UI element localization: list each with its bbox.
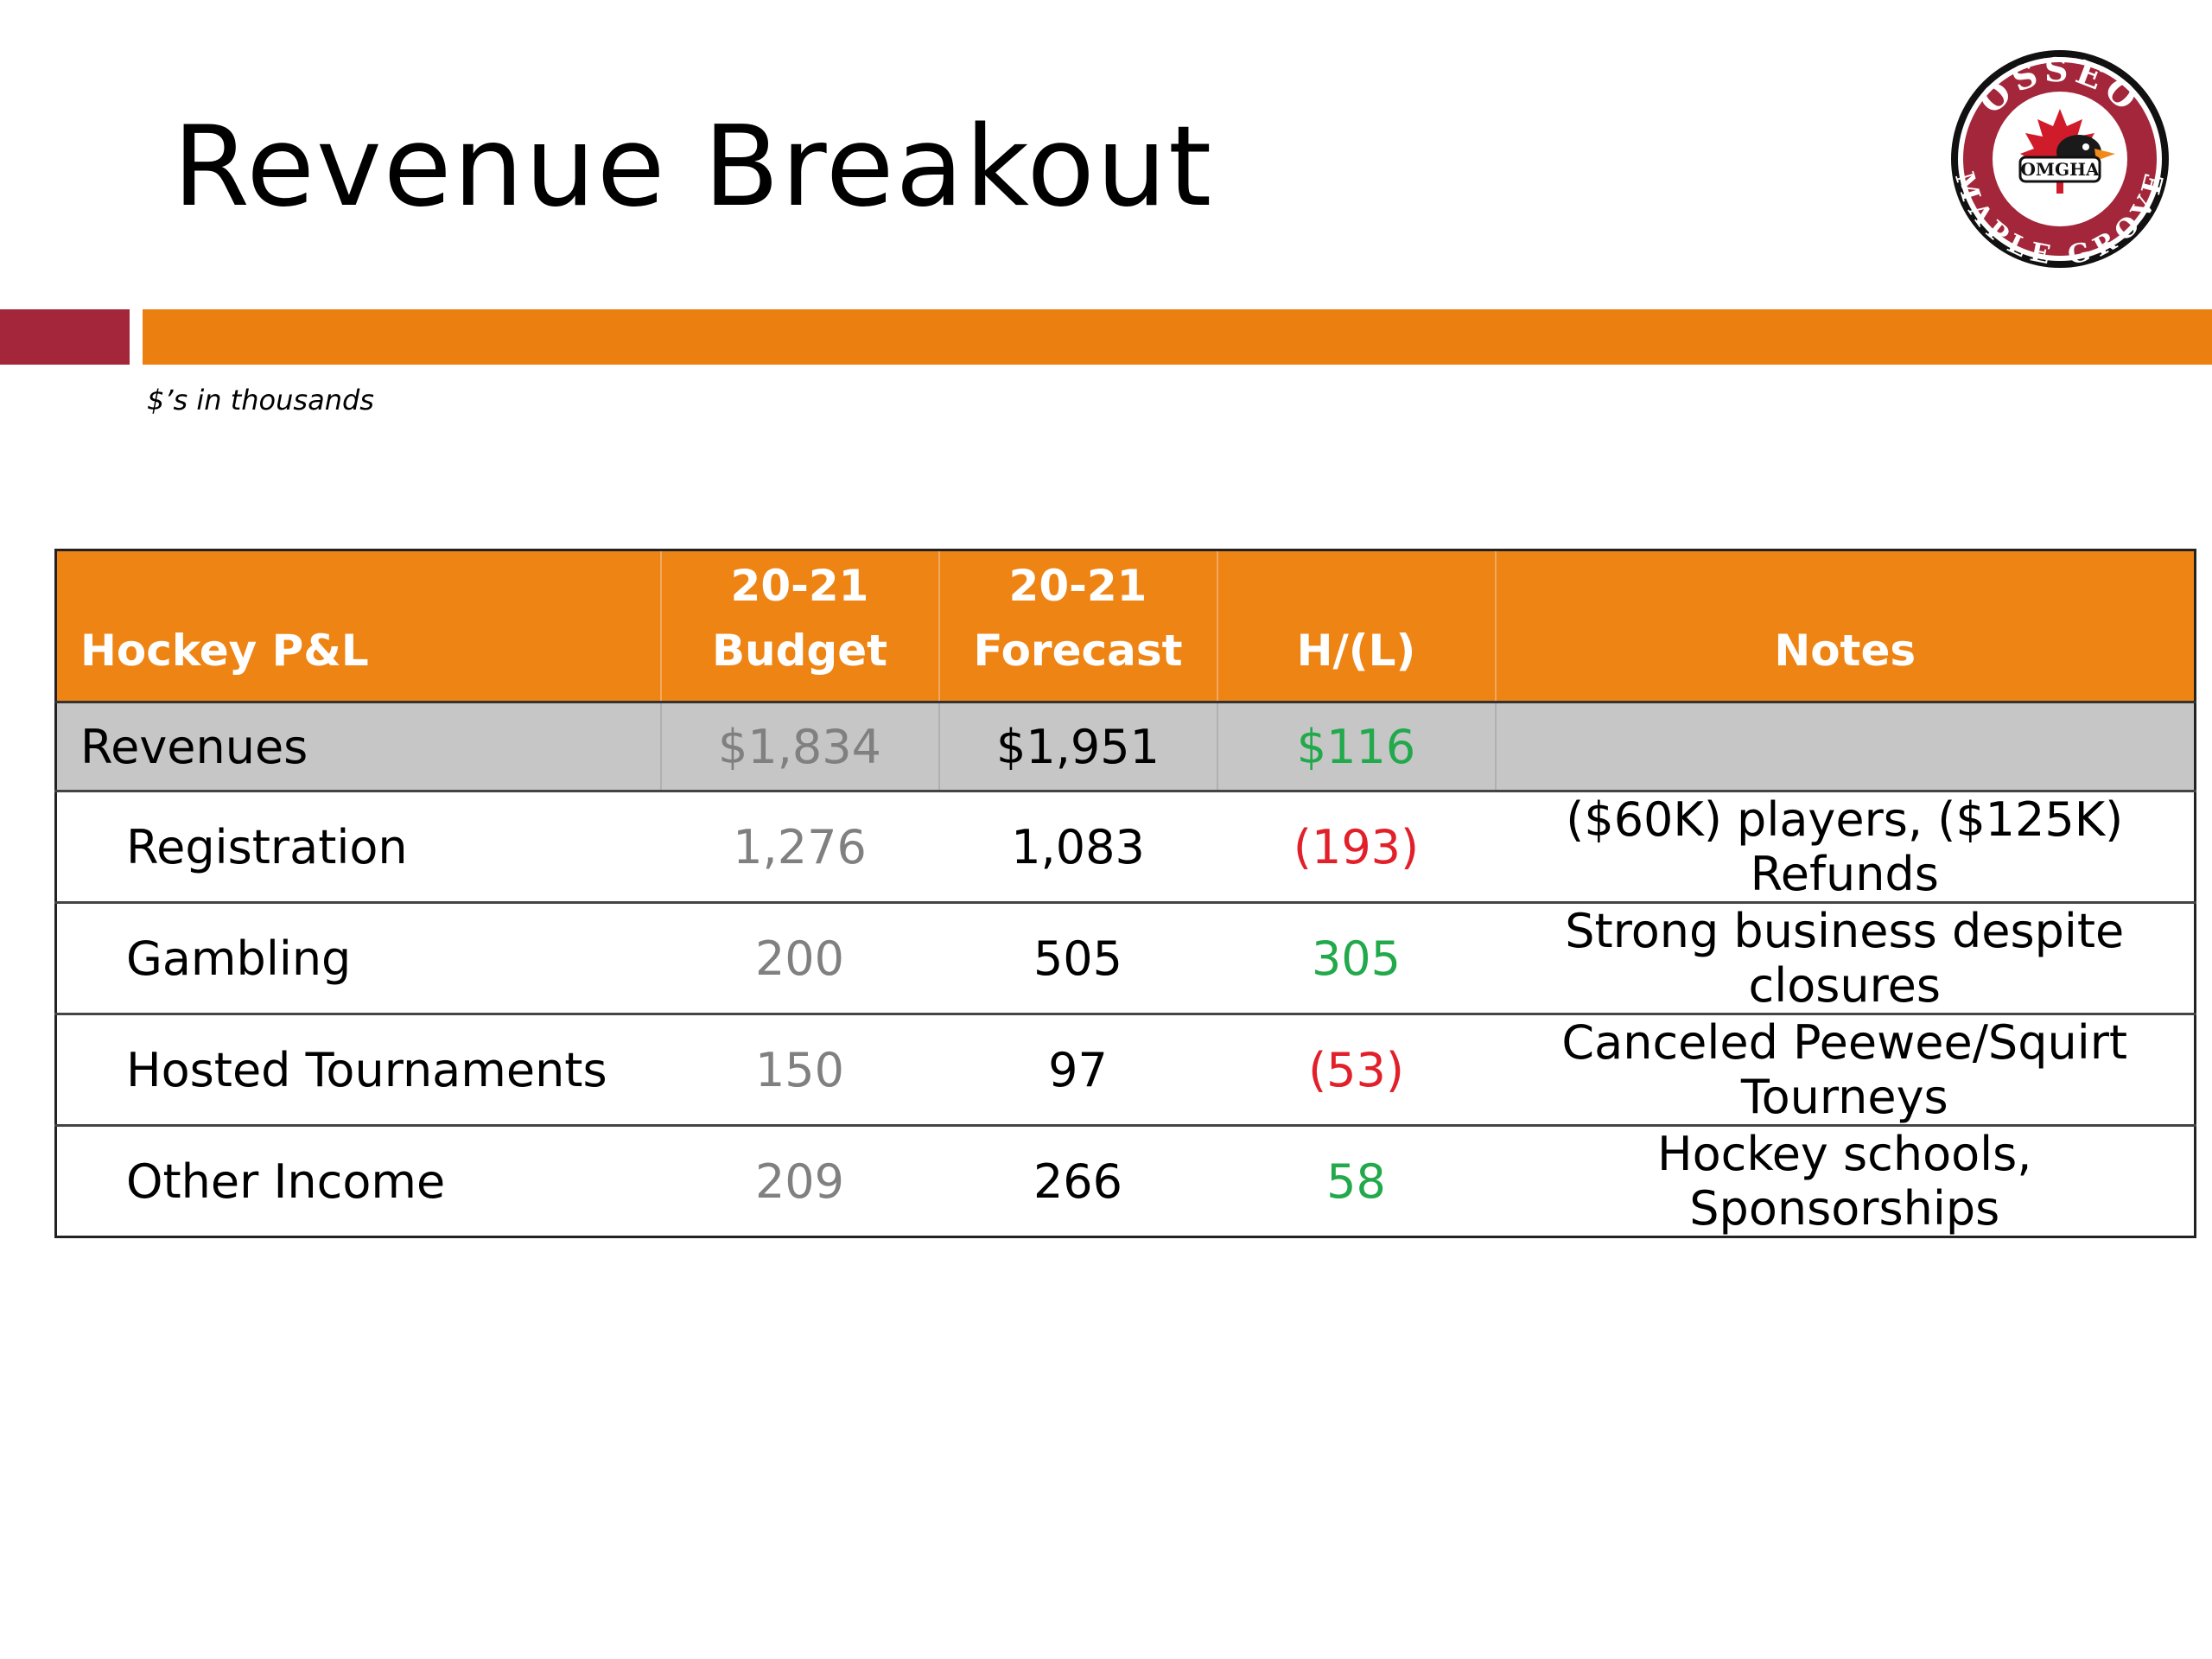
header-forecast: 20-21 Forecast bbox=[938, 550, 1218, 702]
header-notes: Notes bbox=[1495, 550, 2196, 702]
budget-value: 200 bbox=[660, 901, 939, 1014]
budget-value: 209 bbox=[660, 1124, 939, 1237]
header-variance: H/(L) bbox=[1217, 550, 1497, 702]
notes-value: ($60K) players, ($125K) Refunds bbox=[1495, 790, 2196, 903]
header-year: 20-21 bbox=[1008, 561, 1147, 611]
row-label: Registration bbox=[55, 790, 661, 903]
slide-title: Revenue Breakout bbox=[173, 103, 1214, 232]
header-label: H/(L) bbox=[1296, 626, 1416, 676]
forecast-value: $1,951 bbox=[938, 701, 1218, 791]
osseo-maple-grove-logo-icon: OSSEO MAPLE GROVE OMGHA bbox=[1948, 50, 2169, 271]
variance-value: $116 bbox=[1217, 701, 1497, 791]
table-row: Other Income 209 266 58 Hockey schools, … bbox=[55, 1124, 2196, 1237]
forecast-value: 266 bbox=[938, 1124, 1217, 1237]
variance-value: 58 bbox=[1217, 1124, 1496, 1237]
header-label: Notes bbox=[1774, 626, 1916, 676]
row-label: Hosted Tournaments bbox=[55, 1013, 661, 1126]
accent-bar-right bbox=[143, 309, 2212, 365]
revenues-total-row: Revenues $1,834 $1,951 $116 bbox=[55, 701, 2196, 791]
forecast-value: 97 bbox=[938, 1013, 1217, 1126]
row-label: Gambling bbox=[55, 901, 661, 1014]
variance-value: (193) bbox=[1217, 790, 1496, 903]
table-row: Registration 1,276 1,083 (193) ($60K) pl… bbox=[55, 790, 2196, 903]
header-label: Hockey P&L bbox=[80, 626, 369, 676]
budget-value: 1,276 bbox=[660, 790, 939, 903]
accent-bar-left bbox=[0, 309, 130, 365]
budget-value: 150 bbox=[660, 1013, 939, 1126]
notes-value: Hockey schools, Sponsorships bbox=[1495, 1124, 2196, 1237]
forecast-value: 1,083 bbox=[938, 790, 1217, 903]
table-row: Gambling 200 505 305 Strong business des… bbox=[55, 901, 2196, 1014]
row-label: Other Income bbox=[55, 1124, 661, 1237]
table-row: Hosted Tournaments 150 97 (53) Canceled … bbox=[55, 1013, 2196, 1126]
table-header-row: Hockey P&L 20-21 Budget 20-21 Forecast H/(… bbox=[55, 550, 2196, 702]
units-note: $’s in thousands bbox=[147, 384, 374, 416]
header-year: 20-21 bbox=[730, 561, 869, 611]
notes-value: Canceled Peewee/Squirt Tourneys bbox=[1495, 1013, 2196, 1126]
header-label: Forecast bbox=[973, 626, 1183, 676]
header-hockey-pl: Hockey P&L bbox=[55, 550, 662, 702]
row-label: Revenues bbox=[55, 701, 662, 791]
forecast-value: 505 bbox=[938, 901, 1217, 1014]
budget-value: $1,834 bbox=[660, 701, 940, 791]
variance-value: 305 bbox=[1217, 901, 1496, 1014]
header-label: Budget bbox=[711, 626, 888, 676]
logo-badge-text: OMGHA bbox=[2020, 159, 2100, 180]
header-budget: 20-21 Budget bbox=[660, 550, 940, 702]
revenue-table: Hockey P&L 20-21 Budget 20-21 Forecast H/(… bbox=[54, 549, 2196, 1238]
notes-value: Strong business despite closures bbox=[1495, 901, 2196, 1014]
variance-value: (53) bbox=[1217, 1013, 1496, 1126]
notes-value bbox=[1495, 701, 2196, 791]
